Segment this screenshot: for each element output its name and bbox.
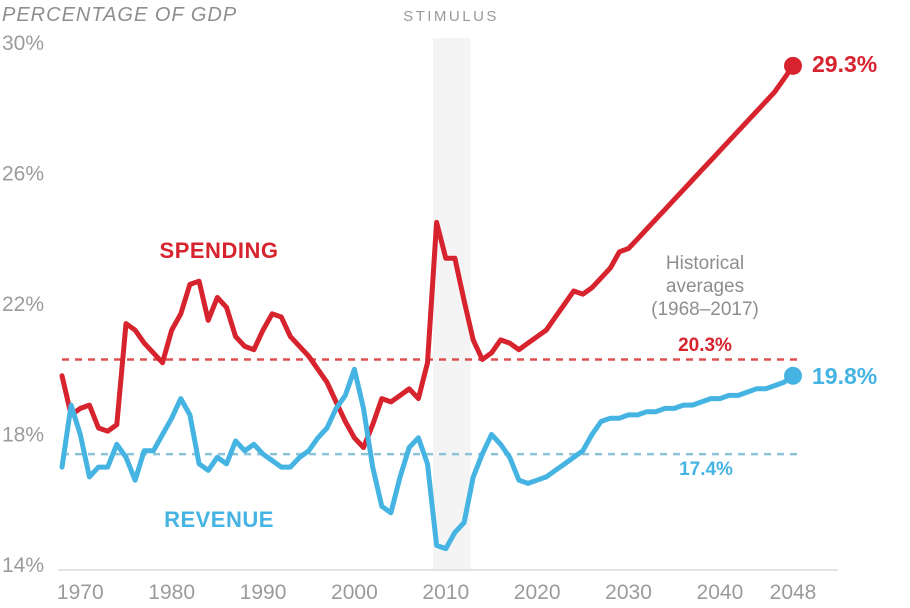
revenue-series-label: REVENUE <box>164 507 274 532</box>
y-tick-18: 18% <box>2 424 44 447</box>
x-tick-2000: 2000 <box>331 581 378 604</box>
x-tick-2010: 2010 <box>422 581 469 604</box>
revenue-line <box>59 366 796 552</box>
spending-line <box>59 63 796 450</box>
y-tick-26: 26% <box>2 163 44 186</box>
chart-title: PERCENTAGE OF GDP <box>2 4 238 26</box>
x-tick-1990: 1990 <box>240 581 287 604</box>
stimulus-band-label: STIMULUS <box>403 8 499 25</box>
spending-average-value: 20.3% <box>678 335 732 356</box>
historical-averages-note: Historical averages (1968–2017) <box>651 253 759 320</box>
y-tick-14: 14% <box>2 554 44 577</box>
spending-end-dot <box>784 56 802 75</box>
x-tick-2048: 2048 <box>770 581 817 604</box>
x-tick-1970: 1970 <box>57 581 104 604</box>
revenue-end-value: 19.8% <box>812 363 878 389</box>
x-tick-2020: 2020 <box>514 581 561 604</box>
x-tick-1980: 1980 <box>148 581 195 604</box>
spending-series-label: SPENDING <box>159 238 279 263</box>
revenue-end-dot <box>784 366 802 385</box>
spending-end-value: 29.3% <box>812 51 878 77</box>
y-tick-30: 30% <box>2 32 44 55</box>
x-tick-2030: 2030 <box>605 581 652 604</box>
x-tick-2040: 2040 <box>697 581 744 604</box>
y-tick-22: 22% <box>2 293 44 316</box>
revenue-average-value: 17.4% <box>679 459 733 480</box>
